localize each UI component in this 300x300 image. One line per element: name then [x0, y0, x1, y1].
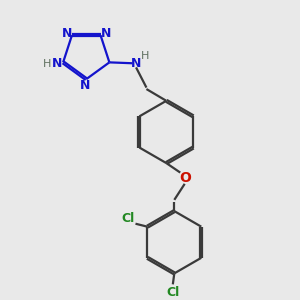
Text: Cl: Cl: [166, 286, 179, 299]
Text: N: N: [62, 27, 72, 40]
Text: Cl: Cl: [122, 212, 135, 225]
Text: N: N: [131, 57, 141, 70]
Text: N: N: [80, 79, 90, 92]
Text: O: O: [179, 171, 190, 185]
Text: H: H: [43, 59, 51, 69]
Text: N: N: [51, 57, 62, 70]
Text: N: N: [100, 27, 111, 40]
Text: H: H: [141, 50, 150, 61]
